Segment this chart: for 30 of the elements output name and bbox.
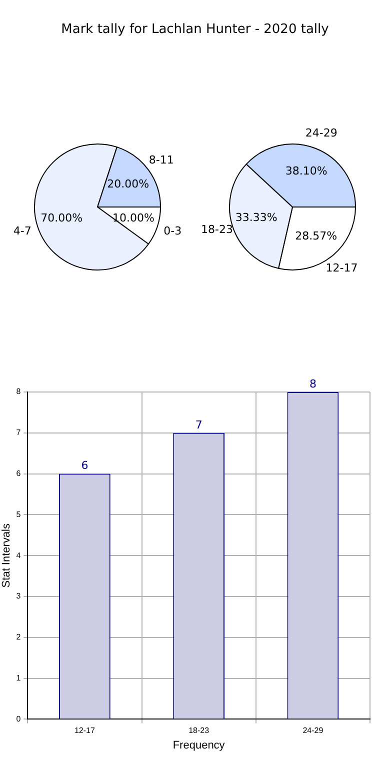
x-tick-label: 18-23 bbox=[188, 726, 210, 736]
x-tick-label: 24-29 bbox=[302, 726, 324, 736]
y-tick-label: 0 bbox=[16, 714, 22, 724]
slice-label: 24-29 bbox=[305, 126, 338, 140]
y-axis-title: Stat Intervals bbox=[0, 523, 13, 588]
data-label: 28.57% bbox=[295, 229, 338, 242]
slice-label: 4-7 bbox=[13, 224, 32, 238]
data-label: 6 bbox=[81, 459, 88, 472]
slice-label: 0-3 bbox=[164, 224, 182, 238]
y-tick-label: 7 bbox=[16, 428, 22, 438]
x-tick-label: 12-17 bbox=[74, 726, 96, 736]
slice-label: 12-17 bbox=[326, 262, 358, 275]
data-label: 20.00% bbox=[107, 178, 150, 191]
y-tick-label: 1 bbox=[16, 674, 22, 683]
y-tick-label: 8 bbox=[16, 387, 22, 396]
y-tick-label: 4 bbox=[16, 550, 22, 560]
y-tick-label: 2 bbox=[16, 632, 22, 642]
y-tick-label: 5 bbox=[16, 510, 22, 519]
data-label: 33.33% bbox=[235, 211, 278, 224]
chart-title: Mark tally for Lachlan Hunter - 2020 tally bbox=[60, 21, 330, 39]
x-axis-title: Frequency bbox=[172, 739, 226, 752]
data-label: 10.00% bbox=[112, 212, 154, 225]
slice-label: 18-23 bbox=[201, 223, 233, 236]
data-label: 38.10% bbox=[285, 164, 328, 178]
data-label: 7 bbox=[195, 418, 202, 432]
data-label: 70.00% bbox=[40, 212, 83, 225]
y-tick-label: 3 bbox=[16, 592, 22, 601]
data-label: 8 bbox=[309, 377, 316, 390]
slice-label: 8-11 bbox=[148, 153, 174, 166]
y-tick-label: 6 bbox=[16, 469, 22, 478]
